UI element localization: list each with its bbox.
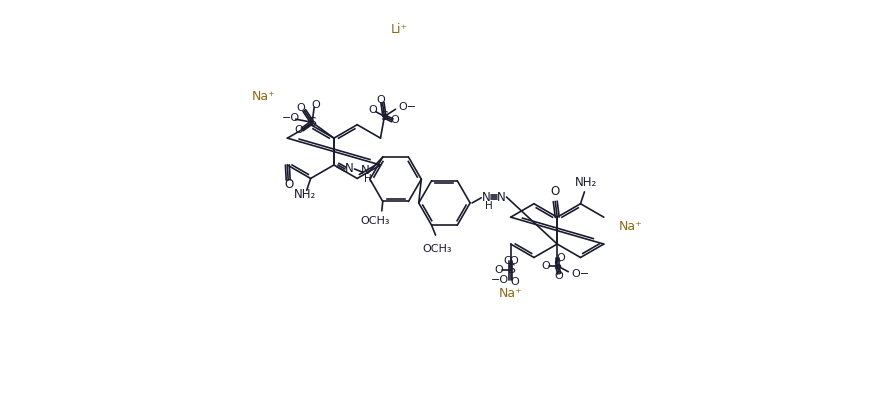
Text: O: O xyxy=(494,265,503,275)
Text: O: O xyxy=(503,256,512,265)
Text: O: O xyxy=(294,125,303,135)
Text: −O: −O xyxy=(282,113,299,123)
Text: O: O xyxy=(555,271,563,281)
Text: −O: −O xyxy=(491,275,509,285)
Text: S: S xyxy=(381,110,388,123)
Text: S: S xyxy=(308,116,316,129)
Text: O: O xyxy=(296,103,305,113)
Text: O: O xyxy=(556,253,565,263)
Text: H: H xyxy=(485,201,493,211)
Text: O: O xyxy=(541,261,550,271)
Text: O: O xyxy=(284,178,294,191)
Text: S: S xyxy=(553,259,561,272)
Text: O: O xyxy=(551,185,560,198)
Text: O: O xyxy=(376,95,384,105)
Text: N: N xyxy=(497,191,506,203)
Text: N: N xyxy=(361,164,370,178)
Text: NH₂: NH₂ xyxy=(293,188,316,201)
Text: NH₂: NH₂ xyxy=(576,176,597,189)
Text: O: O xyxy=(390,115,399,125)
Text: O: O xyxy=(368,105,377,115)
Text: H: H xyxy=(364,174,371,184)
Text: S: S xyxy=(507,263,515,276)
Text: N: N xyxy=(482,191,490,203)
Text: OCH₃: OCH₃ xyxy=(360,216,390,226)
Text: O: O xyxy=(510,277,519,287)
Text: Na⁺: Na⁺ xyxy=(619,220,643,233)
Text: Li⁺: Li⁺ xyxy=(391,23,409,35)
Text: OCH₃: OCH₃ xyxy=(423,244,452,254)
Text: O: O xyxy=(510,256,519,265)
Text: N: N xyxy=(345,162,354,176)
Text: O: O xyxy=(312,100,321,109)
Text: Na⁺: Na⁺ xyxy=(499,287,523,300)
Text: O−: O− xyxy=(398,101,417,111)
Text: O−: O− xyxy=(571,269,589,279)
Text: Na⁺: Na⁺ xyxy=(251,90,275,103)
